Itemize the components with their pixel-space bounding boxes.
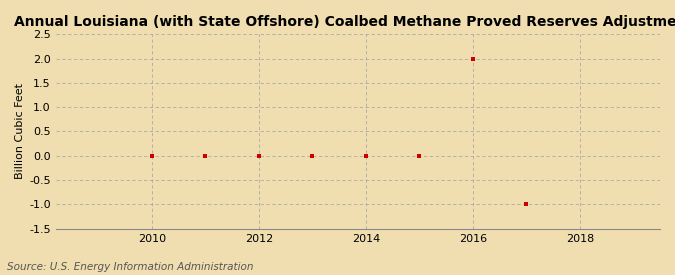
- Title: Annual Louisiana (with State Offshore) Coalbed Methane Proved Reserves Adjustmen: Annual Louisiana (with State Offshore) C…: [14, 15, 675, 29]
- Y-axis label: Billion Cubic Feet: Billion Cubic Feet: [15, 84, 25, 180]
- Text: Source: U.S. Energy Information Administration: Source: U.S. Energy Information Administ…: [7, 262, 253, 272]
